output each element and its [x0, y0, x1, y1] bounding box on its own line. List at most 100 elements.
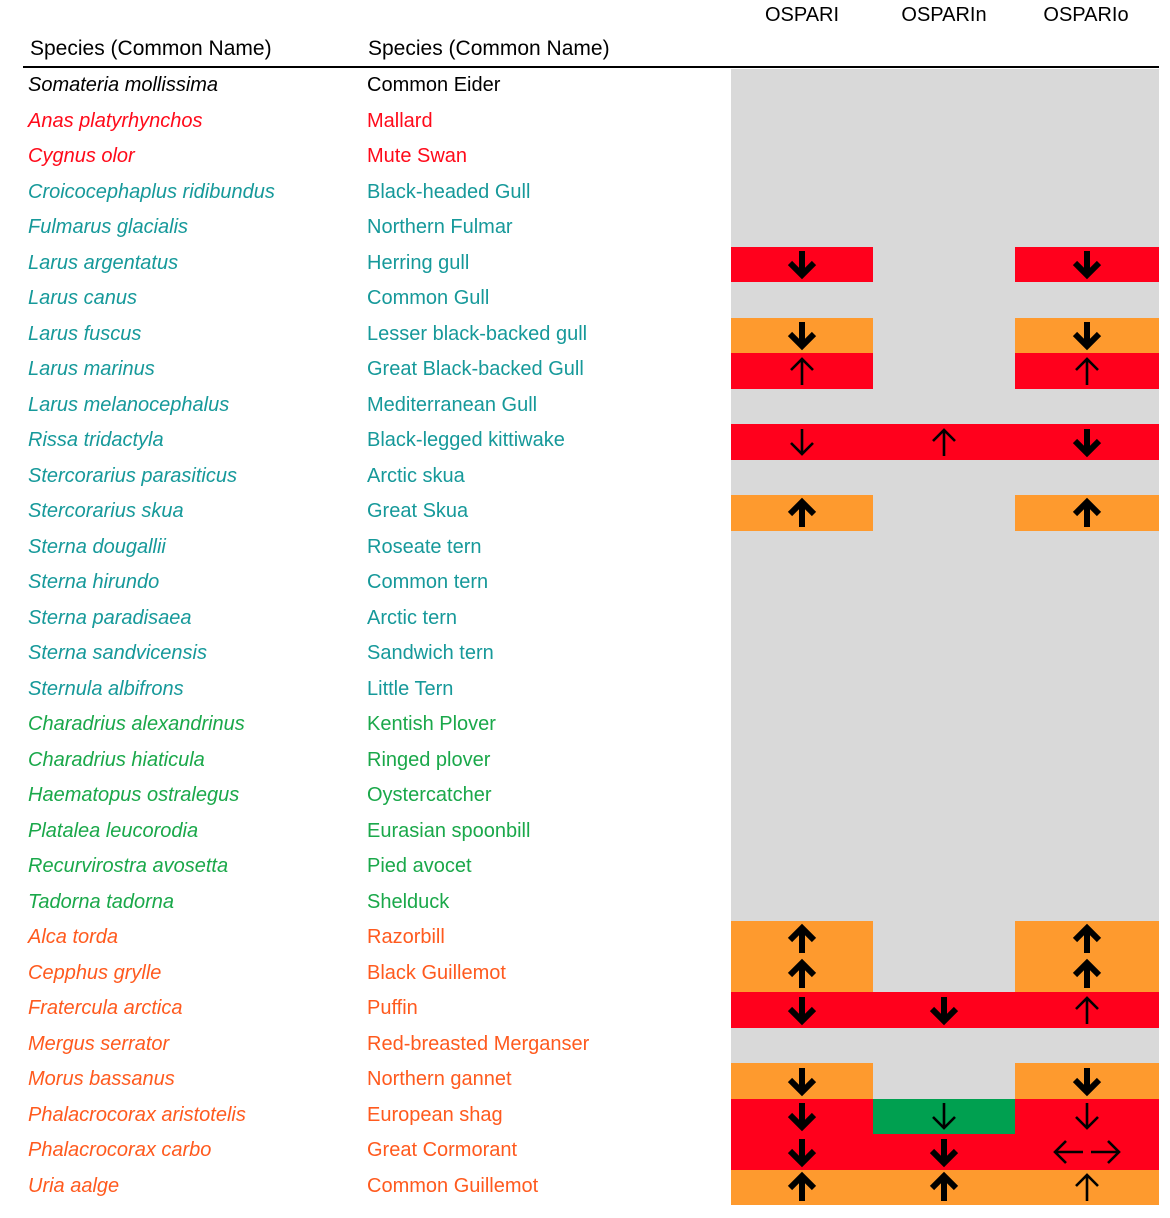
table-row: Larus canus Common Gull	[0, 282, 1170, 318]
scientific-name: Sternula albifrons	[28, 677, 184, 700]
common-name: Mediterranean Gull	[367, 393, 538, 416]
common-name: Common Eider	[367, 74, 501, 96]
cell-ospari-orange	[731, 1063, 873, 1099]
cell-ospari-grey	[731, 104, 873, 140]
table-row: Recurvirostra avosetta Pied avocet	[0, 850, 1170, 886]
table-row: Morus bassanus Northern gannet	[0, 1063, 1170, 1099]
common-name: Black Guillemot	[367, 961, 506, 984]
common-name: Sandwich tern	[367, 642, 494, 664]
cell-osparIo-grey	[1015, 850, 1159, 886]
arrow-up-thin-icon	[1075, 356, 1099, 385]
cell-osparIo-grey	[1015, 814, 1159, 850]
scientific-name: Recurvirostra avosetta	[28, 855, 229, 877]
arrow-up-bold-icon	[929, 1172, 959, 1202]
common-name: Common tern	[367, 571, 489, 593]
scientific-name: Phalacrocorax aristotelis	[28, 1103, 246, 1126]
scientific-name: Croicocephaplus ridibundus	[28, 180, 275, 203]
cell-osparin-red	[873, 992, 1015, 1028]
cell-ospari-grey	[731, 175, 873, 211]
cell-osparin-grey	[873, 1063, 1015, 1099]
cell-osparIo-grey	[1015, 708, 1159, 744]
arrow-down-bold-icon	[787, 1103, 817, 1132]
cell-osparIo-grey	[1015, 672, 1159, 708]
cell-osparIo-grey	[1015, 601, 1159, 637]
table-row: Platalea leucorodia Eurasian spoonbill	[0, 814, 1170, 850]
arrow-both-thin-icon	[1053, 1139, 1121, 1164]
scientific-name: Charadrius hiaticula	[28, 748, 205, 771]
cell-osparin-grey	[873, 246, 1015, 282]
cell-osparIo-grey	[1015, 459, 1159, 495]
cell-ospari-orange	[731, 1169, 873, 1205]
arrow-down-thin-icon	[790, 428, 814, 456]
cell-ospari-grey	[731, 672, 873, 708]
cell-osparIo-grey	[1015, 530, 1159, 566]
scientific-name: Morus bassanus	[28, 1068, 175, 1090]
common-name: Great Black-backed Gull	[367, 358, 584, 380]
common-name: Common Gull	[367, 287, 490, 309]
common-name: Roseate tern	[367, 535, 482, 558]
cell-osparIo-orange	[1015, 956, 1159, 992]
cell-osparIo-orange	[1015, 317, 1159, 353]
table-row: Anas platyrhynchos Mallard	[0, 104, 1170, 140]
scientific-name: Larus fuscus	[28, 322, 142, 345]
table-row: Larus marinus Great Black-backed Gull	[0, 353, 1170, 389]
cell-ospari-orange	[731, 921, 873, 957]
cell-osparIo-red	[1015, 992, 1159, 1028]
cell-osparin-grey	[873, 317, 1015, 353]
table-row: Stercorarius skua Great Skua	[0, 495, 1170, 531]
arrow-up-bold-icon	[787, 959, 817, 989]
cell-osparIo-grey	[1015, 175, 1159, 211]
arrow-down-bold-icon	[787, 322, 817, 351]
cell-ospari-red	[731, 1098, 873, 1134]
table-row: Phalacrocorax carbo Great Cormorant	[0, 1134, 1170, 1170]
common-name: Herring gull	[367, 251, 470, 274]
cell-ospari-red	[731, 992, 873, 1028]
arrow-up-bold-icon	[1072, 923, 1102, 953]
table-row: Larus argentatus Herring gull	[0, 246, 1170, 282]
cell-ospari-grey	[731, 708, 873, 744]
table-row: Uria aalge Common Guillemot	[0, 1169, 1170, 1205]
cell-osparIo-grey	[1015, 211, 1159, 247]
scientific-name: Phalacrocorax carbo	[28, 1139, 212, 1161]
table-row: Somateria mollissima Common Eider	[0, 69, 1170, 105]
common-name: Arctic skua	[367, 464, 465, 487]
table-row: Cygnus olor Mute Swan	[0, 140, 1170, 176]
table-row: Mergus serrator Red-breasted Merganser	[0, 1027, 1170, 1063]
cell-osparin-grey	[873, 566, 1015, 602]
cell-ospari-grey	[731, 885, 873, 921]
cell-osparIo-red	[1015, 246, 1159, 282]
common-name: Little Tern	[367, 677, 454, 700]
column-header-osparin: OSPARIn	[901, 4, 987, 26]
arrow-down-bold-icon	[787, 1138, 817, 1167]
column-header-ospari: OSPARI	[764, 4, 840, 26]
cell-ospari-grey	[731, 388, 873, 424]
arrow-down-thin-icon	[1075, 1103, 1099, 1131]
column-header-scientific: Species (Common Name)	[30, 37, 272, 60]
scientific-name: Anas platyrhynchos	[28, 109, 203, 132]
table-row: Alca torda Razorbill	[0, 921, 1170, 957]
arrow-down-bold-icon	[929, 1138, 959, 1167]
common-name: Black-headed Gull	[367, 180, 531, 203]
common-name: Kentish Plover	[367, 713, 496, 735]
common-name: Great Cormorant	[367, 1139, 518, 1161]
cell-osparIo-grey	[1015, 566, 1159, 602]
cell-osparIo-orange	[1015, 921, 1159, 957]
cell-osparIo-orange	[1015, 1169, 1159, 1205]
cell-osparin-grey	[873, 140, 1015, 176]
arrow-up-thin-icon	[790, 356, 814, 385]
arrow-down-thin-icon	[932, 1103, 956, 1131]
table-row: Cepphus grylle Black Guillemot	[0, 956, 1170, 992]
table-row: Phalacrocorax aristotelis European shag	[0, 1098, 1170, 1134]
cell-osparin-grey	[873, 495, 1015, 531]
common-name: Shelduck	[367, 890, 450, 913]
scientific-name: Larus melanocephalus	[28, 393, 230, 416]
scientific-name: Platalea leucorodia	[28, 819, 199, 842]
arrow-up-bold-icon	[787, 497, 817, 527]
cell-ospari-orange	[731, 956, 873, 992]
scientific-name: Mergus serrator	[28, 1032, 170, 1055]
table-row: Sterna sandvicensis Sandwich tern	[0, 637, 1170, 673]
scientific-name: Larus canus	[28, 287, 137, 309]
cell-ospari-grey	[731, 211, 873, 247]
cell-ospari-grey	[731, 566, 873, 602]
scientific-name: Larus argentatus	[28, 251, 179, 274]
